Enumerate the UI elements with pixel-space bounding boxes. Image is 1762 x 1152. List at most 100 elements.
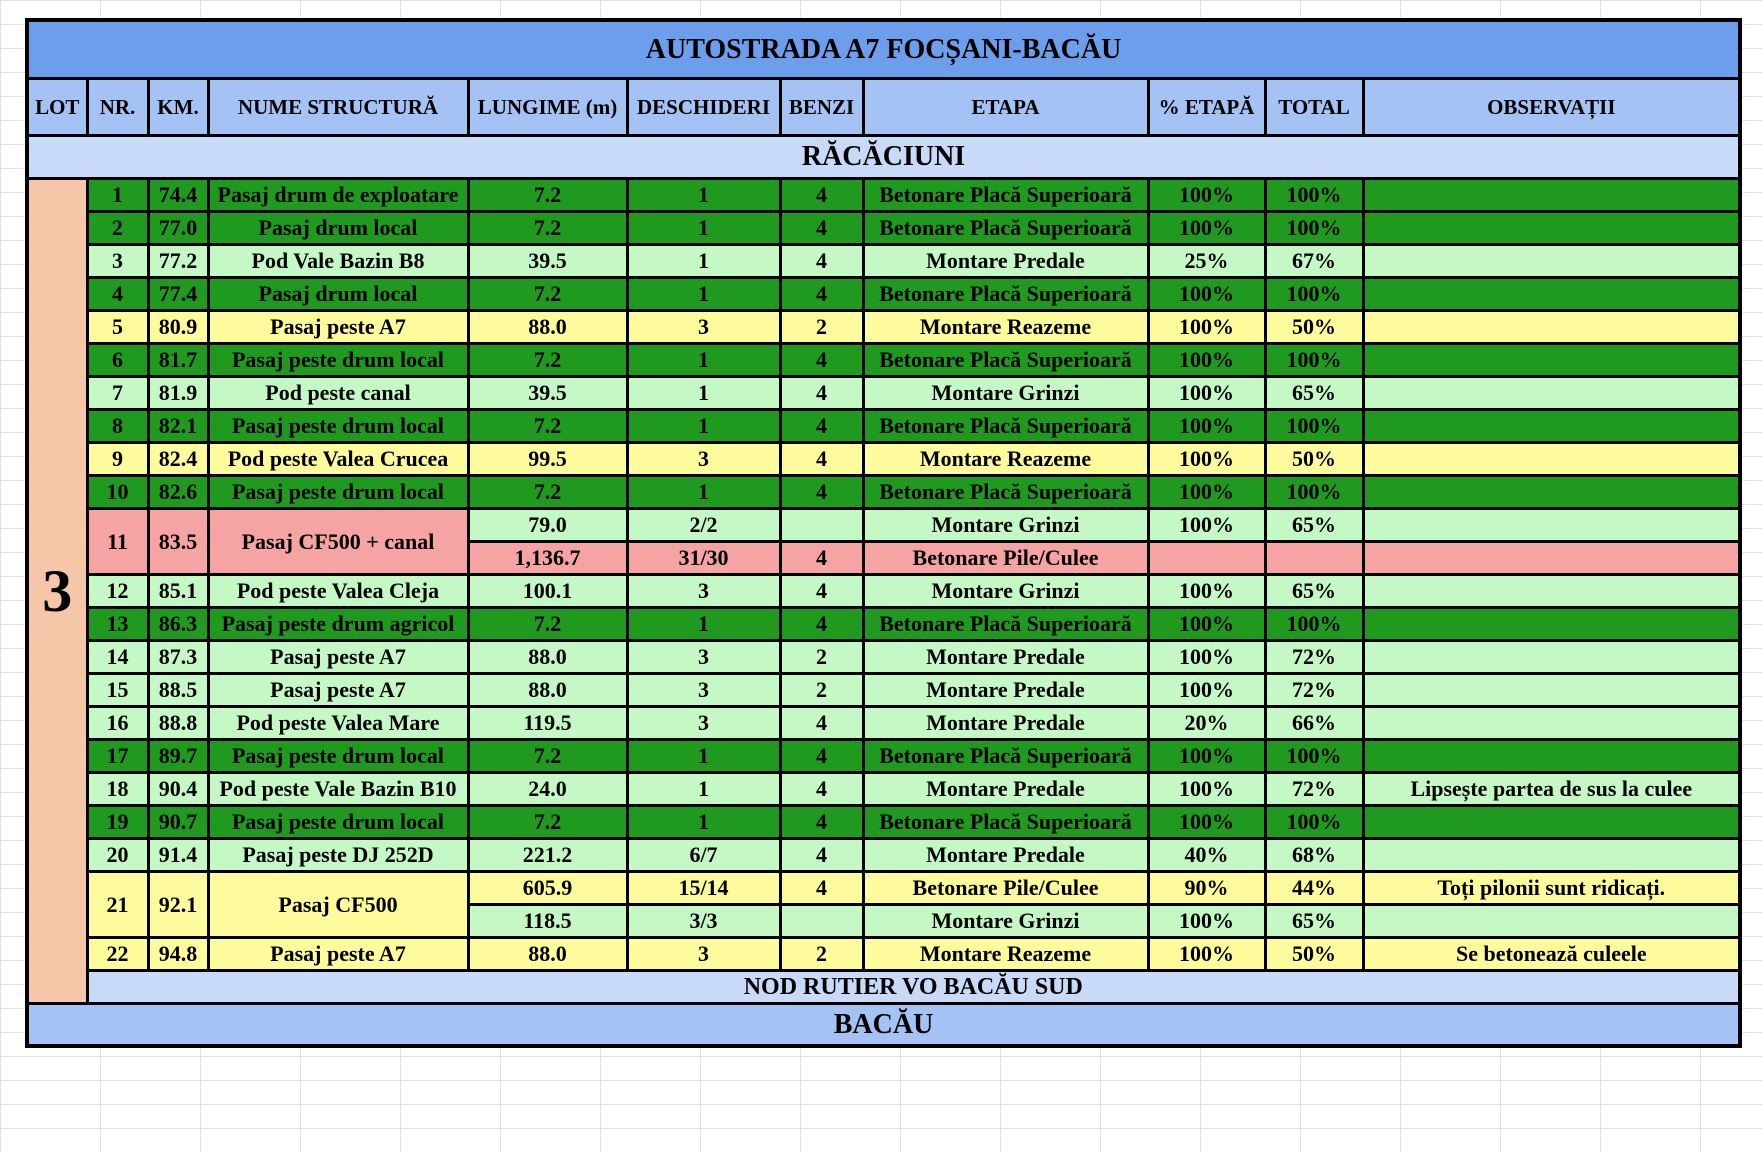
table-row: 18 90.4 Pod peste Vale Bazin B10 24.0 1 4 Mont… [27, 771, 1742, 807]
km-cell: 77.0 [146, 210, 210, 246]
table-row: 12 85.1 Pod peste Valea Cleja 100.1 3 4 Montar… [27, 573, 1742, 609]
column-header: BENZI [778, 77, 865, 137]
deschideri-cell: 1 [625, 738, 782, 774]
procent-etapa-cell: 100% [1146, 738, 1267, 774]
total-cell: 100% [1263, 738, 1365, 774]
column-header: ETAPA [861, 77, 1150, 137]
table-row: 20 91.4 Pasaj peste DJ 252D 221.2 6/7 4 Montar… [27, 837, 1742, 873]
procent-etapa-cell: 100% [1146, 771, 1267, 807]
total-cell: 100% [1263, 342, 1365, 378]
benzi-cell: 4 [778, 705, 865, 741]
lungime-cell: 7.2 [466, 606, 629, 642]
observatii-cell [1361, 177, 1742, 213]
nr-cell: 6 [85, 342, 150, 378]
procent-etapa-cell: 100% [1146, 408, 1267, 444]
total-cell: 72% [1263, 771, 1365, 807]
table-row: 3 1 74.4 Pasaj drum de exploatare 7.2 1 4 Beton… [25, 177, 1742, 1005]
table-row: 5 80.9 Pasaj peste A7 88.0 3 2 Montare Reazeme… [27, 309, 1742, 345]
observatii-cell [1361, 276, 1742, 312]
etapa-cell: Montare Predale [861, 639, 1150, 675]
total-cell: 100% [1263, 408, 1365, 444]
nr-cell: 4 [85, 276, 150, 312]
lungime-cell: 39.5 [466, 375, 629, 411]
nr-cell: 14 [85, 639, 150, 675]
benzi-cell: 4 [778, 177, 865, 213]
lungime-cell: 605.9 [466, 870, 629, 906]
total-cell: 100% [1263, 606, 1365, 642]
deschideri-cell: 1 [625, 210, 782, 246]
benzi-cell: 2 [778, 639, 865, 675]
nr-cell: 15 [85, 672, 150, 708]
name-cell: Pod peste Valea Cleja [206, 573, 470, 609]
nr-cell: 8 [85, 408, 150, 444]
km-cell: 80.9 [146, 309, 210, 345]
observatii-cell [1361, 408, 1742, 444]
observatii-cell: Toți pilonii sunt ridicați. [1361, 870, 1742, 906]
km-cell: 74.4 [146, 177, 210, 213]
observatii-cell [1361, 342, 1742, 378]
benzi-cell: 4 [778, 573, 865, 609]
nr-cell: 7 [85, 375, 150, 411]
deschideri-cell: 1 [625, 408, 782, 444]
table-row: 15 88.5 Pasaj peste A7 88.0 3 2 Montare Predal… [27, 672, 1742, 708]
etapa-cell: Montare Predale [861, 837, 1150, 873]
etapa-cell: Betonare Placă Superioară [861, 606, 1150, 642]
total-cell: 100% [1263, 276, 1365, 312]
km-cell: 77.2 [146, 243, 210, 279]
name-cell: Pasaj drum local [206, 276, 470, 312]
table-row: 21 92.1 Pasaj CF500 605.9 15/14 4 Betonare Pil… [27, 870, 1742, 939]
procent-etapa-cell: 100% [1146, 903, 1267, 939]
etapa-cell: Montare Predale [861, 705, 1150, 741]
procent-etapa-cell: 100% [1146, 573, 1267, 609]
benzi-cell: 4 [778, 375, 865, 411]
etapa-cell: Montare Grinzi [861, 375, 1150, 411]
etapa-cell: Betonare Placă Superioară [861, 474, 1150, 510]
total-cell: 72% [1263, 672, 1365, 708]
observatii-cell [1361, 639, 1742, 675]
procent-etapa-cell: 100% [1146, 507, 1267, 543]
total-cell: 100% [1263, 474, 1365, 510]
procent-etapa-cell: 40% [1146, 837, 1267, 873]
procent-etapa-cell: 90% [1146, 870, 1267, 906]
total-cell: 67% [1263, 243, 1365, 279]
section-header: BACĂU [25, 1002, 1742, 1048]
observatii-cell [1361, 672, 1742, 708]
procent-etapa-cell: 100% [1146, 936, 1267, 972]
deschideri-cell: 3 [625, 639, 782, 675]
deschideri-cell: 1 [625, 804, 782, 840]
table-row: LOT NR. KM. NUME STRUCTURĂ LUNGIME (m) DESCHI… [25, 77, 1742, 137]
name-cell: Pasaj drum de exploatare [206, 177, 470, 213]
nr-cell: 10 [85, 474, 150, 510]
etapa-cell: Montare Grinzi [861, 507, 1150, 543]
deschideri-cell: 3 [625, 441, 782, 477]
observatii-cell [1361, 309, 1742, 345]
benzi-cell: 4 [778, 243, 865, 279]
benzi-cell: 4 [778, 408, 865, 444]
procent-etapa-cell: 100% [1146, 177, 1267, 213]
km-cell: 87.3 [146, 639, 210, 675]
total-cell: 65% [1263, 573, 1365, 609]
name-cell: Pasaj peste A7 [206, 936, 470, 972]
column-header: OBSERVAȚII [1361, 77, 1742, 137]
total-cell [1263, 540, 1365, 576]
total-cell: 50% [1263, 936, 1365, 972]
benzi-cell: 2 [778, 309, 865, 345]
nr-cell: 18 [85, 771, 150, 807]
observatii-cell [1361, 738, 1742, 774]
etapa-cell: Montare Reazeme [861, 441, 1150, 477]
benzi-cell: 4 [778, 738, 865, 774]
deschideri-cell: 1 [625, 276, 782, 312]
table-row: 13 86.3 Pasaj peste drum agricol 7.2 1 4 Beton… [27, 606, 1742, 642]
table-row: AUTOSTRADA A7 FOCȘANI-BACĂU [25, 18, 1742, 80]
lungime-cell: 7.2 [466, 474, 629, 510]
benzi-cell: 4 [778, 870, 865, 906]
observatii-cell [1361, 804, 1742, 840]
name-cell: Pasaj CF500 + canal [206, 507, 470, 576]
name-cell: Pasaj peste drum agricol [206, 606, 470, 642]
km-cell: 94.8 [146, 936, 210, 972]
km-cell: 82.4 [146, 441, 210, 477]
table-row: 4 77.4 Pasaj drum local 7.2 1 4 Betonare Placă… [27, 276, 1742, 312]
km-cell: 83.5 [146, 507, 210, 576]
table-row: 3 77.2 Pod Vale Bazin B8 39.5 1 4 Montare Pred… [27, 243, 1742, 279]
lungime-cell: 7.2 [466, 342, 629, 378]
